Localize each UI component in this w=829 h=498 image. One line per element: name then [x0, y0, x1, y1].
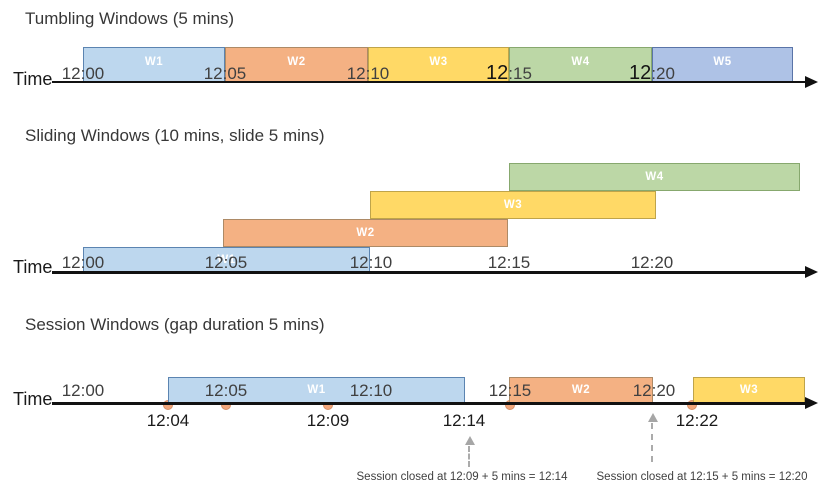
tumbling-section-title: Tumbling Windows (5 mins)	[25, 9, 235, 28]
tumbling-time-axis	[52, 81, 806, 83]
event-marker-icon	[687, 400, 697, 410]
event-time-label: 12:14	[442, 411, 486, 430]
window-label: W4	[645, 171, 664, 183]
sliding-time-axis-label: Time	[13, 257, 53, 277]
tick-label-hour: 12	[486, 62, 509, 84]
window-label: W2	[356, 227, 375, 239]
tick-label: 12:15	[469, 63, 549, 83]
sliding-window-w1: W1	[83, 247, 370, 273]
tick-label: 12:20	[630, 253, 674, 272]
tick-label: 12:10	[346, 64, 390, 83]
axis-arrowhead-icon	[805, 266, 818, 278]
sliding-window-w4: W4	[509, 163, 800, 191]
sliding-window-w2: W2	[223, 219, 508, 247]
session-section-title: Session Windows (gap duration 5 mins)	[25, 315, 325, 334]
tumbling-window-w2: W2	[225, 47, 368, 83]
event-time-label: 12:04	[146, 411, 190, 430]
window-label: W3	[429, 56, 448, 68]
axis-arrowhead-icon	[805, 76, 818, 88]
tumbling-time-axis-label: Time	[13, 69, 53, 89]
session-window-w2: W2	[509, 377, 653, 403]
tumbling-window-w5: W5	[652, 47, 793, 83]
dashed-arrow-line	[651, 423, 653, 462]
tick-label: 12:15	[488, 381, 532, 400]
tick-label: 12:00	[61, 381, 105, 400]
tumbling-window-w4: W4	[509, 47, 652, 83]
window-label: W5	[713, 56, 732, 68]
tick-label: 12:15	[487, 253, 531, 272]
window-label: W1	[144, 56, 164, 68]
session-closed-note: Session closed at 12:09 + 5 mins = 12:14	[356, 471, 568, 483]
window-label: W3	[739, 384, 759, 396]
window-label: W2	[287, 56, 306, 68]
event-time-label: 12:09	[306, 411, 350, 430]
tick-label: 12:20	[612, 63, 692, 83]
tick-label: 12:00	[61, 64, 105, 83]
up-arrow-icon	[465, 436, 475, 445]
session-time-axis-label: Time	[13, 389, 53, 409]
sliding-window-w3: W3	[370, 191, 656, 219]
session-closed-note: Session closed at 12:15 + 5 mins = 12:20	[596, 471, 808, 483]
tick-label-minute: :20	[651, 64, 675, 83]
tick-label: 12:00	[61, 253, 105, 272]
tick-label: 12:05	[204, 381, 248, 400]
sliding-time-axis	[52, 271, 806, 274]
window-label: W1	[217, 254, 236, 266]
tick-label: 12:05	[203, 64, 247, 83]
sliding-section-title: Sliding Windows (10 mins, slide 5 mins)	[25, 126, 325, 145]
up-arrow-icon	[648, 413, 658, 422]
tick-label-minute: :15	[508, 64, 532, 83]
tick-label: 12:10	[349, 381, 393, 400]
window-label: W4	[571, 56, 590, 68]
axis-arrowhead-icon	[805, 397, 818, 409]
dashed-arrow-line	[468, 446, 470, 467]
session-time-axis	[52, 402, 806, 405]
window-label: W3	[503, 199, 523, 211]
tick-label: 12:20	[632, 381, 676, 400]
tick-label: 12:10	[349, 253, 393, 272]
window-label: W2	[571, 384, 591, 396]
window-label: W1	[307, 384, 326, 396]
tick-label: 12:05	[204, 253, 248, 272]
event-time-label: 12:22	[675, 411, 719, 430]
session-window-w3: W3	[693, 377, 805, 403]
tick-label-hour: 12	[629, 62, 652, 84]
